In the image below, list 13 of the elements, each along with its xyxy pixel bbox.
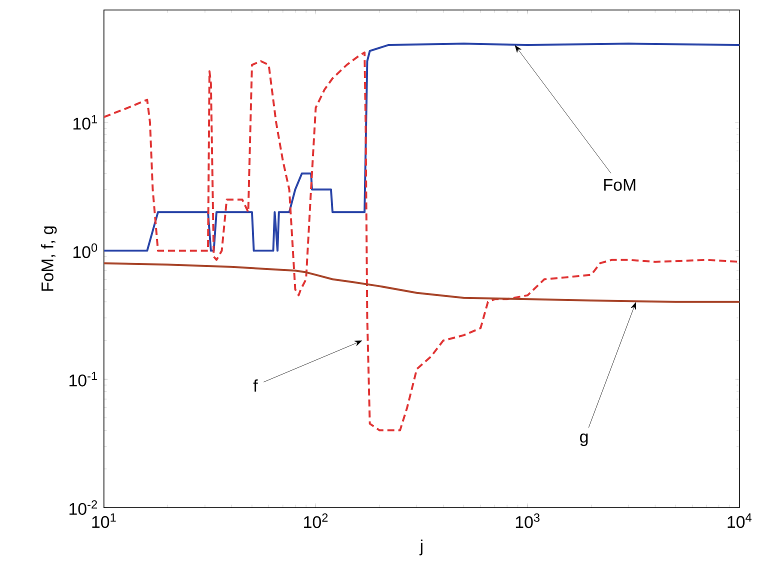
y-tick-label: 10$^{-1}$ — [70, 372, 98, 386]
y-tick-label: 10$^{1}$ — [73, 115, 98, 130]
y-tick-label: 10$^{0}$ — [73, 243, 98, 258]
x-tick-label: 10$^{1}$ — [92, 513, 116, 528]
y-tick-label: 10$^{-2}$ — [70, 500, 97, 515]
x-axis-title: j — [419, 540, 422, 556]
x-tick-label: 10$^{3}$ — [516, 513, 540, 528]
annotation: f — [253, 379, 258, 392]
x-tick-label: 10$^{2}$ — [304, 513, 328, 528]
y-axis-title: FoM, f, g — [41, 226, 57, 291]
annotation: FoM — [604, 179, 636, 191]
x-tick-label: 10$^{4}$ — [728, 513, 752, 528]
annotation: g — [580, 433, 588, 446]
